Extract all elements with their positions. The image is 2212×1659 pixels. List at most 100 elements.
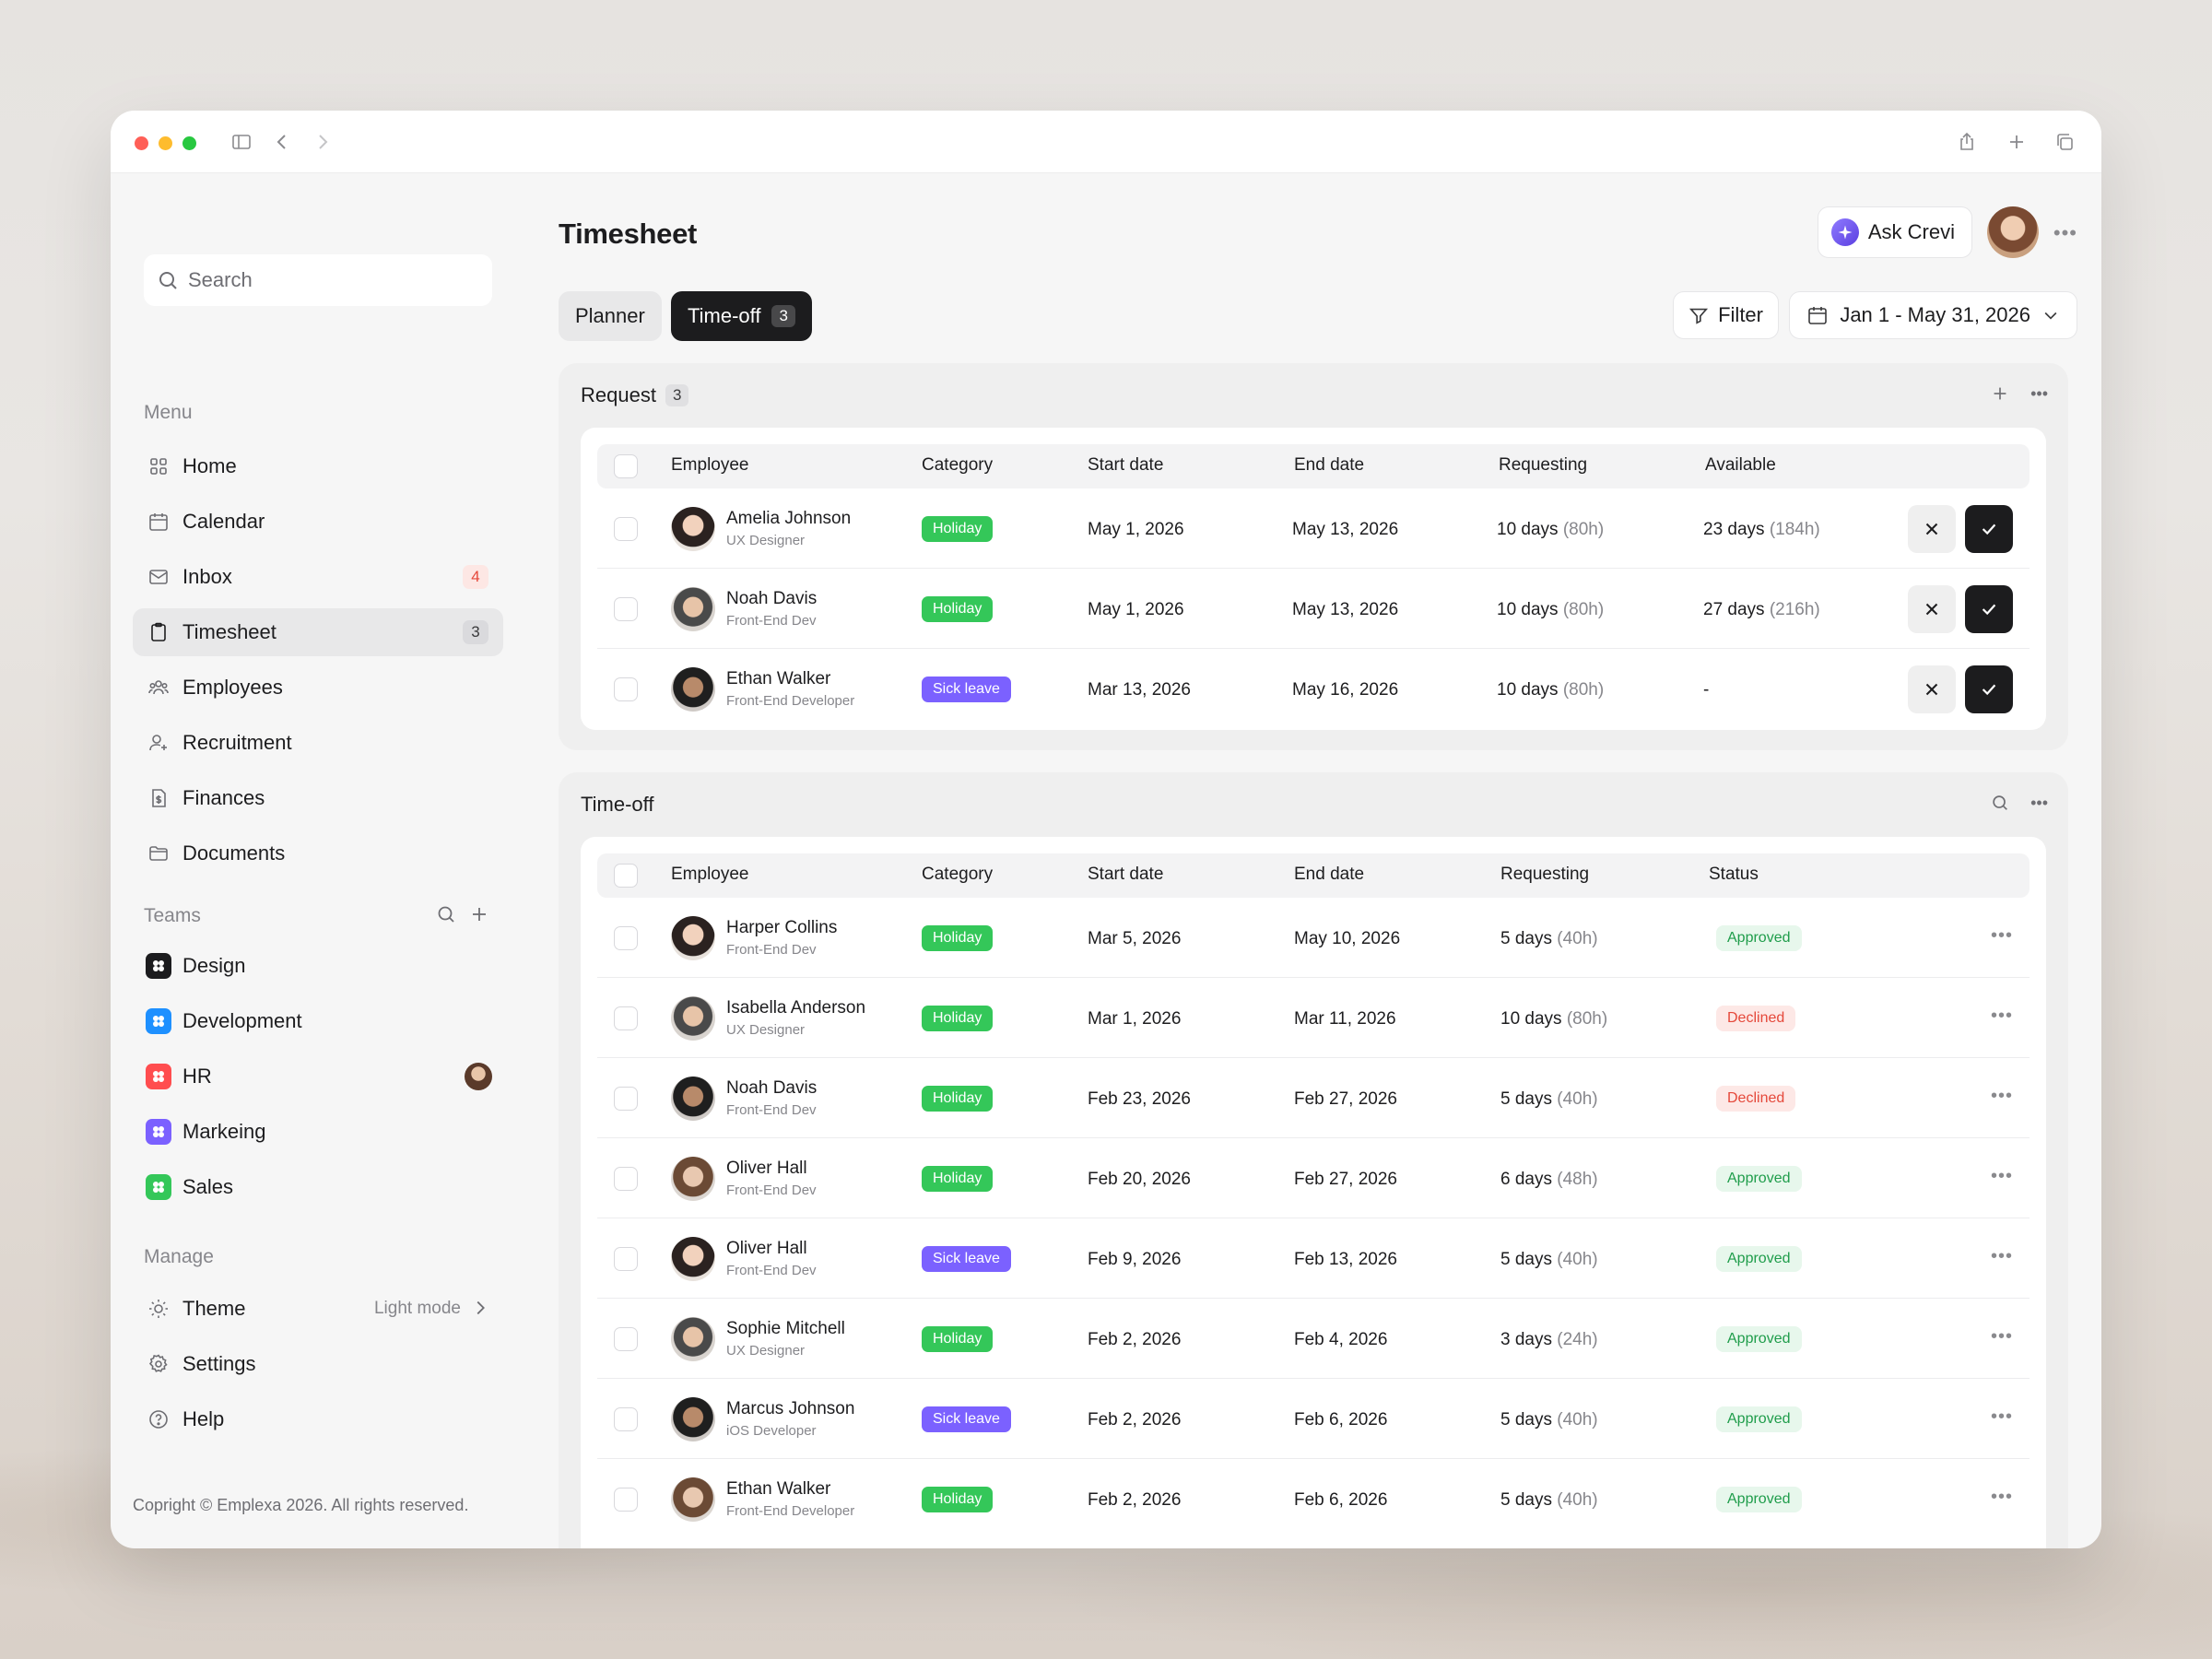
filter-button[interactable]: Filter bbox=[1673, 291, 1779, 339]
status-badge: Declined bbox=[1716, 1086, 1796, 1112]
row-checkbox[interactable] bbox=[614, 1407, 638, 1431]
end-date: May 16, 2026 bbox=[1292, 680, 1399, 700]
timeoff-more-icon[interactable]: ••• bbox=[2030, 793, 2048, 812]
new-tab-plus-icon[interactable] bbox=[2004, 129, 2030, 155]
request-actions: ••• bbox=[1990, 383, 2048, 404]
sidebar-item-home[interactable]: Home bbox=[133, 442, 503, 490]
timeoff-search-icon[interactable] bbox=[1990, 793, 2010, 813]
team-item-development[interactable]: Development bbox=[133, 997, 503, 1045]
table-row[interactable]: Marcus Johnson iOS Developer Sick leave … bbox=[597, 1379, 2030, 1459]
row-more-icon[interactable]: ••• bbox=[1990, 1086, 2013, 1106]
sidebar-item-recruitment[interactable]: Recruitment bbox=[133, 719, 503, 767]
row-more-icon[interactable]: ••• bbox=[1990, 1326, 2013, 1347]
row-more-icon[interactable]: ••• bbox=[1990, 1406, 2013, 1427]
row-more-icon[interactable]: ••• bbox=[1990, 1166, 2013, 1186]
table-row[interactable]: Noah Davis Front-End Dev Holiday Feb 23,… bbox=[597, 1058, 2030, 1138]
team-item-marketing[interactable]: Markeing bbox=[133, 1108, 503, 1156]
team-item-hr[interactable]: HR bbox=[133, 1053, 503, 1100]
row-checkbox[interactable] bbox=[614, 677, 638, 701]
sidebar-toggle-icon[interactable] bbox=[229, 129, 254, 155]
approve-button[interactable] bbox=[1965, 585, 2013, 633]
row-checkbox[interactable] bbox=[614, 1167, 638, 1191]
row-checkbox[interactable] bbox=[614, 1087, 638, 1111]
select-all-checkbox[interactable] bbox=[614, 864, 638, 888]
close-window-button[interactable] bbox=[135, 136, 148, 150]
teams-search-icon[interactable] bbox=[435, 903, 457, 930]
team-label: HR bbox=[182, 1065, 212, 1088]
row-checkbox[interactable] bbox=[614, 1327, 638, 1351]
avatar bbox=[671, 996, 715, 1041]
requesting-hours: (80h) bbox=[1566, 1009, 1608, 1029]
row-checkbox[interactable] bbox=[614, 1006, 638, 1030]
column-header: Employee bbox=[671, 865, 749, 884]
table-row[interactable]: Oliver Hall Front-End Dev Holiday Feb 20… bbox=[597, 1138, 2030, 1218]
row-checkbox[interactable] bbox=[614, 517, 638, 541]
sidebar-item-theme[interactable]: Theme Light mode bbox=[133, 1285, 503, 1333]
sidebar-item-calendar[interactable]: Calendar bbox=[133, 498, 503, 546]
tabs-overview-icon[interactable] bbox=[2052, 129, 2077, 155]
table-row[interactable]: Oliver Hall Front-End Dev Sick leave Feb… bbox=[597, 1218, 2030, 1299]
team-item-sales[interactable]: Sales bbox=[133, 1163, 503, 1211]
available-value: - bbox=[1703, 680, 1709, 700]
add-request-plus-icon[interactable] bbox=[1990, 383, 2010, 404]
available-days: 27 days bbox=[1703, 600, 1765, 619]
approve-button[interactable] bbox=[1965, 505, 2013, 553]
requesting-days: 10 days bbox=[1497, 600, 1559, 619]
sidebar-item-timesheet[interactable]: Timesheet 3 bbox=[133, 608, 503, 656]
decline-button[interactable] bbox=[1908, 505, 1956, 553]
row-more-icon[interactable]: ••• bbox=[1990, 925, 2013, 946]
available-days: 23 days bbox=[1703, 520, 1765, 539]
sidebar-item-finances[interactable]: Finances bbox=[133, 774, 503, 822]
requesting-days: 10 days bbox=[1497, 680, 1559, 700]
table-row[interactable]: Amelia Johnson UX Designer Holiday May 1… bbox=[597, 488, 2030, 569]
forward-arrow-icon[interactable] bbox=[310, 129, 335, 155]
back-arrow-icon[interactable] bbox=[269, 129, 295, 155]
sidebar-item-employees[interactable]: Employees bbox=[133, 664, 503, 712]
table-row[interactable]: Isabella Anderson UX Designer Holiday Ma… bbox=[597, 978, 2030, 1058]
sidebar-item-help[interactable]: Help bbox=[133, 1395, 503, 1443]
tab-planner[interactable]: Planner bbox=[559, 291, 662, 341]
employee-name: Harper Collins bbox=[726, 918, 838, 937]
row-checkbox[interactable] bbox=[614, 926, 638, 950]
category-badge: Holiday bbox=[922, 1086, 994, 1112]
table-row[interactable]: Harper Collins Front-End Dev Holiday Mar… bbox=[597, 898, 2030, 978]
sidebar-item-settings[interactable]: Settings bbox=[133, 1340, 503, 1388]
table-row[interactable]: Sophie Mitchell UX Designer Holiday Feb … bbox=[597, 1299, 2030, 1379]
decline-button[interactable] bbox=[1908, 585, 1956, 633]
status-badge: Approved bbox=[1716, 1166, 1802, 1192]
decline-button[interactable] bbox=[1908, 665, 1956, 713]
row-more-icon[interactable]: ••• bbox=[1990, 1006, 2013, 1026]
share-icon[interactable] bbox=[1954, 129, 1980, 155]
zoom-window-button[interactable] bbox=[182, 136, 196, 150]
sidebar-item-inbox[interactable]: Inbox 4 bbox=[133, 553, 503, 601]
user-avatar[interactable] bbox=[1987, 206, 2039, 258]
table-row[interactable]: Ethan Walker Front-End Developer Holiday… bbox=[597, 1459, 2030, 1539]
date-range-picker[interactable]: Jan 1 - May 31, 2026 bbox=[1789, 291, 2077, 339]
request-more-icon[interactable]: ••• bbox=[2030, 383, 2048, 403]
row-more-icon[interactable]: ••• bbox=[1990, 1246, 2013, 1266]
team-item-design[interactable]: Design bbox=[133, 942, 503, 990]
row-checkbox[interactable] bbox=[614, 1247, 638, 1271]
row-checkbox[interactable] bbox=[614, 597, 638, 621]
more-options-icon[interactable]: ••• bbox=[2053, 221, 2077, 244]
requesting-value: 6 days (48h) bbox=[1500, 1170, 1598, 1190]
sidebar-item-documents[interactable]: Documents bbox=[133, 830, 503, 877]
ask-crevi-button[interactable]: Ask Crevi bbox=[1817, 206, 1972, 258]
sidebar-item-label: Recruitment bbox=[182, 731, 292, 754]
sidebar-item-label: Timesheet bbox=[182, 620, 276, 643]
teams-section-label: Teams bbox=[144, 905, 201, 926]
row-more-icon[interactable]: ••• bbox=[1990, 1487, 2013, 1507]
requesting-days: 3 days bbox=[1500, 1330, 1552, 1349]
row-checkbox[interactable] bbox=[614, 1488, 638, 1512]
select-all-checkbox[interactable] bbox=[614, 454, 638, 478]
table-row[interactable]: Ethan Walker Front-End Developer Sick le… bbox=[597, 649, 2030, 729]
request-table-header: Employee Category Start date End date Re… bbox=[597, 444, 2030, 488]
table-row[interactable]: Noah Davis Front-End Dev Holiday May 1, … bbox=[597, 569, 2030, 649]
search-input[interactable]: Search bbox=[144, 254, 492, 306]
check-icon bbox=[1982, 684, 1996, 696]
team-label: Sales bbox=[182, 1175, 234, 1198]
tab-timeoff[interactable]: Time-off 3 bbox=[671, 291, 812, 341]
approve-button[interactable] bbox=[1965, 665, 2013, 713]
minimize-window-button[interactable] bbox=[159, 136, 172, 150]
add-team-plus-icon[interactable] bbox=[468, 903, 490, 930]
